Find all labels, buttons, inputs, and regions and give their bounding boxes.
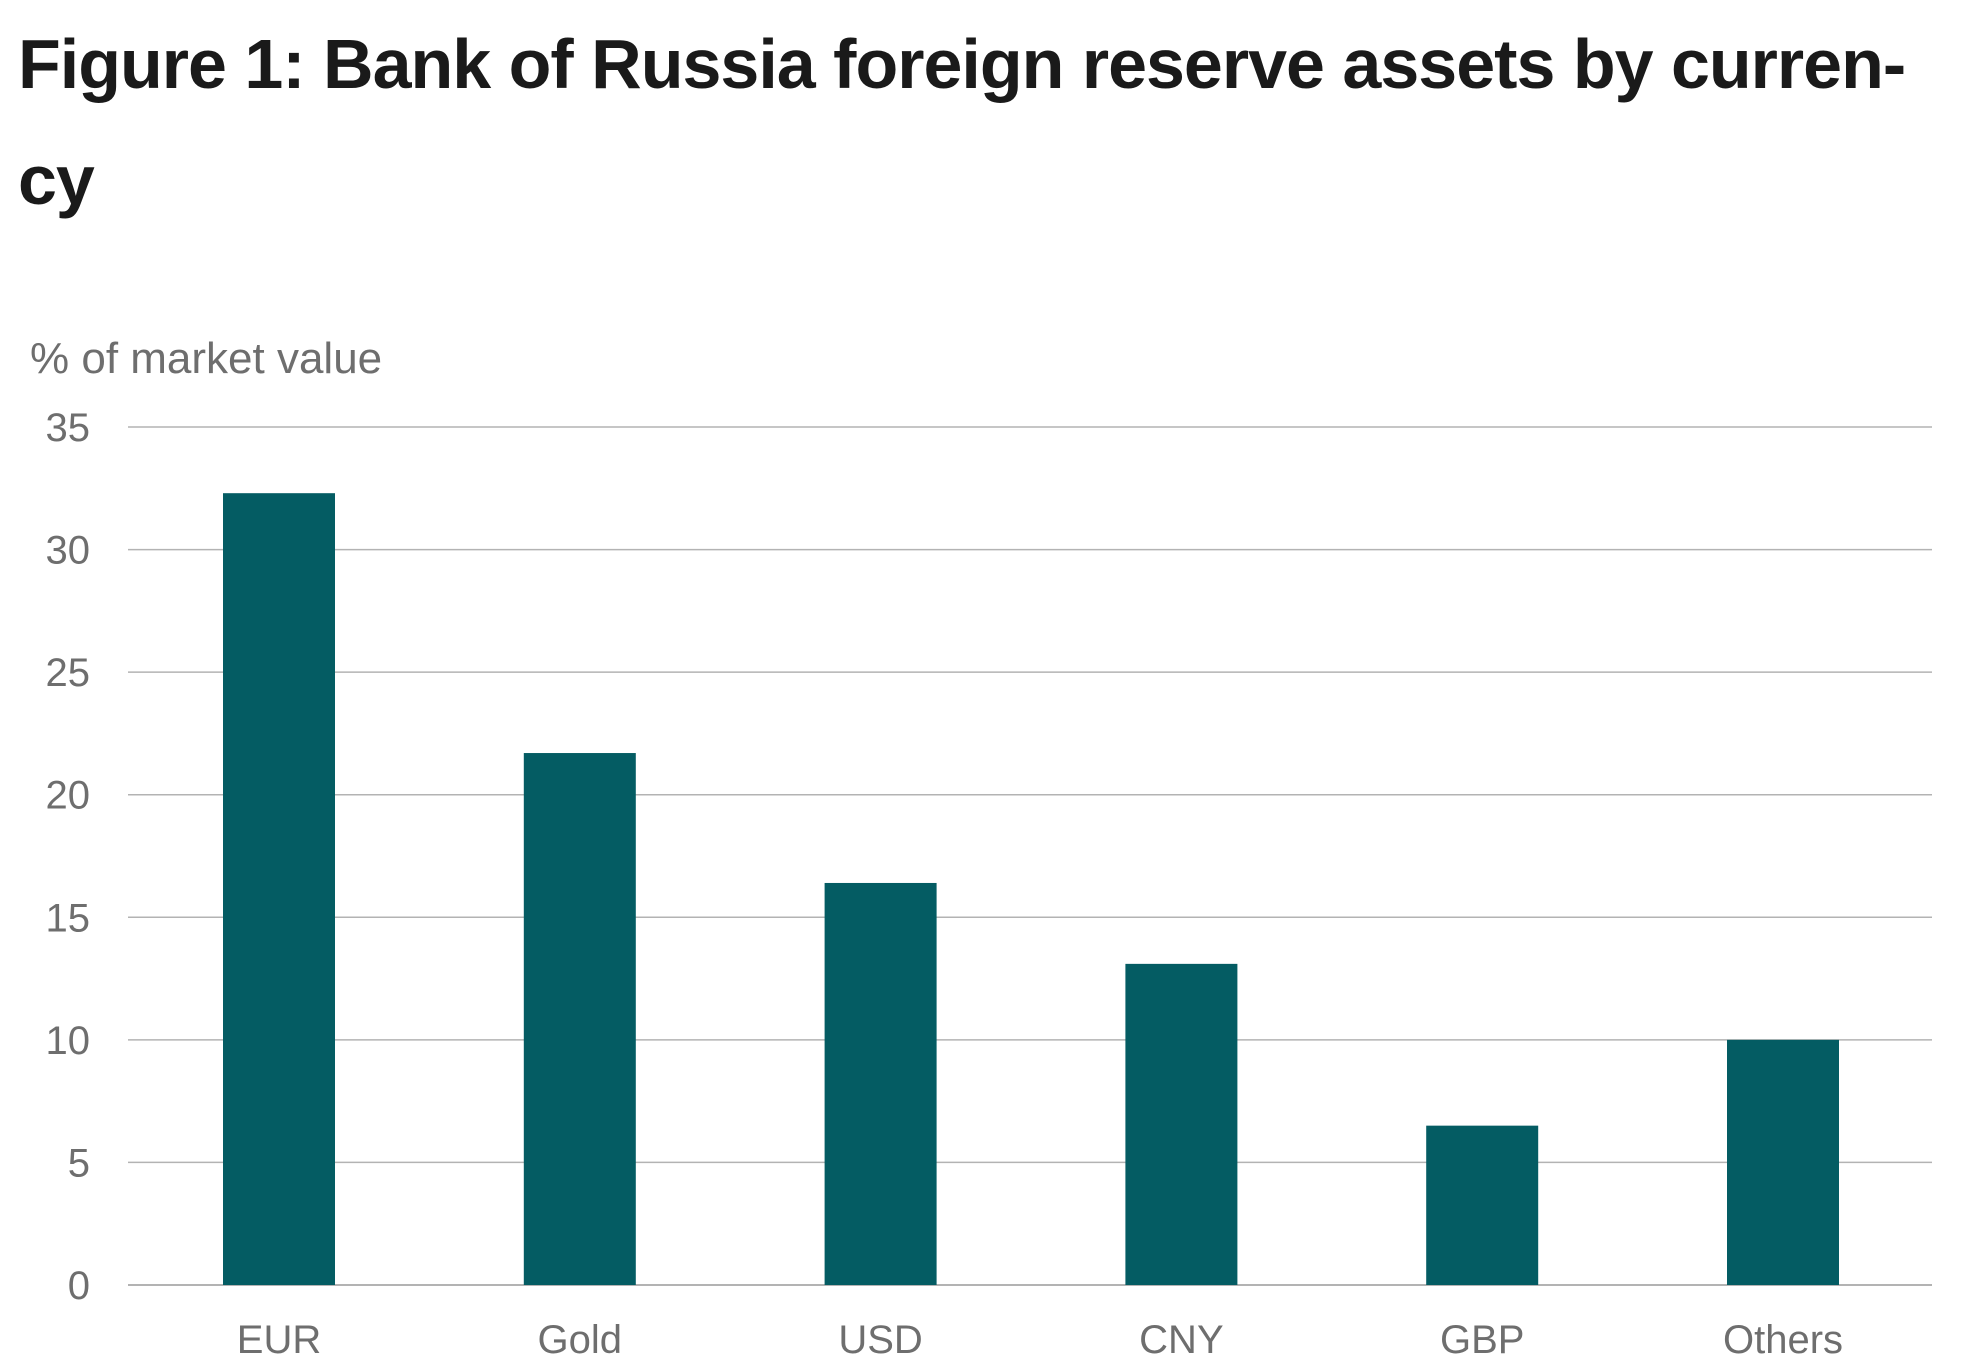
y-tick-label: 5: [68, 1141, 90, 1185]
x-tick-label: GBP: [1440, 1318, 1524, 1362]
chart-title: Figure 1: Bank of Russia foreign reserve…: [18, 25, 1906, 219]
y-tick-label: 15: [46, 896, 91, 940]
x-tick-label: Others: [1723, 1318, 1843, 1362]
x-tick-label: Gold: [538, 1318, 623, 1362]
bar-others: [1727, 1039, 1839, 1285]
bar-gold: [523, 753, 636, 1285]
bar-gbp: [1426, 1125, 1539, 1285]
x-tick-label: CNY: [1139, 1318, 1223, 1362]
y-axis-ticks: 0 5 10 15 20 25 30 35: [46, 406, 91, 1308]
bars: [223, 493, 1839, 1285]
x-tick-label: USD: [838, 1318, 922, 1362]
bar-cny: [1125, 963, 1238, 1285]
y-tick-label: 20: [46, 774, 91, 818]
y-axis-label: % of market value: [30, 334, 382, 383]
x-axis-ticks: EUR Gold USD CNY GBP Others: [237, 1318, 1843, 1362]
y-tick-label: 25: [46, 651, 91, 695]
y-tick-label: 10: [46, 1019, 91, 1063]
bar-usd: [824, 882, 937, 1285]
y-tick-label: 0: [68, 1264, 90, 1308]
y-tick-label: 30: [46, 529, 91, 573]
x-tick-label: EUR: [237, 1318, 321, 1362]
gridlines: [128, 426, 1932, 1286]
bar-eur: [223, 493, 335, 1285]
y-tick-label: 35: [46, 406, 91, 450]
